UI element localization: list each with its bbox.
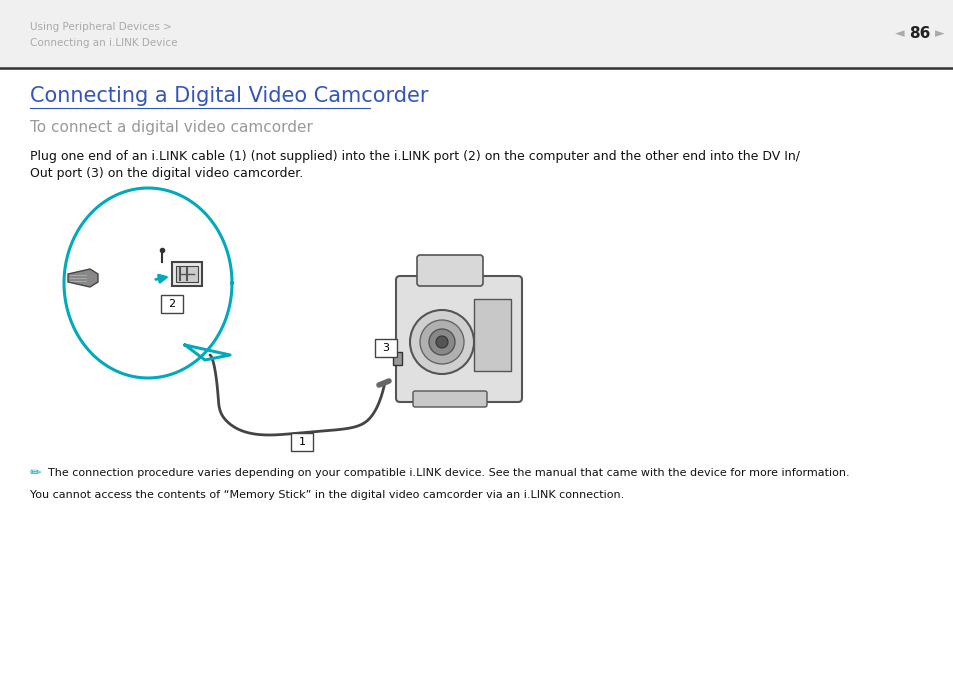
Text: Connecting an i.LINK Device: Connecting an i.LINK Device [30,38,177,48]
FancyBboxPatch shape [175,266,198,282]
Text: Using Peripheral Devices >: Using Peripheral Devices > [30,22,172,32]
Text: ◄: ◄ [894,28,903,40]
Text: ►: ► [934,28,943,40]
Text: You cannot access the contents of “Memory Stick” in the digital video camcorder : You cannot access the contents of “Memor… [30,490,623,500]
Text: ✏: ✏ [30,466,42,480]
FancyBboxPatch shape [413,391,486,407]
Polygon shape [64,188,232,378]
Bar [0,0,953,68]
Polygon shape [185,345,230,360]
FancyBboxPatch shape [395,276,521,402]
Polygon shape [68,269,98,287]
Circle shape [410,310,474,374]
Text: 2: 2 [169,299,175,309]
FancyBboxPatch shape [416,255,482,286]
Text: 1: 1 [298,437,305,447]
FancyBboxPatch shape [375,339,396,357]
Text: Connecting a Digital Video Camcorder: Connecting a Digital Video Camcorder [30,86,428,106]
Text: To connect a digital video camcorder: To connect a digital video camcorder [30,120,313,135]
Text: 3: 3 [382,343,389,353]
FancyBboxPatch shape [393,352,402,365]
Circle shape [419,320,463,364]
Text: 86: 86 [908,26,930,42]
Text: The connection procedure varies depending on your compatible i.LINK device. See : The connection procedure varies dependin… [48,468,849,478]
FancyBboxPatch shape [291,433,313,451]
Circle shape [429,329,455,355]
Text: Plug one end of an i.LINK cable (1) (not supplied) into the i.LINK port (2) on t: Plug one end of an i.LINK cable (1) (not… [30,150,800,163]
FancyBboxPatch shape [172,262,202,286]
Text: Out port (3) on the digital video camcorder.: Out port (3) on the digital video camcor… [30,167,303,180]
FancyBboxPatch shape [161,295,183,313]
FancyBboxPatch shape [474,299,511,371]
Circle shape [436,336,448,348]
